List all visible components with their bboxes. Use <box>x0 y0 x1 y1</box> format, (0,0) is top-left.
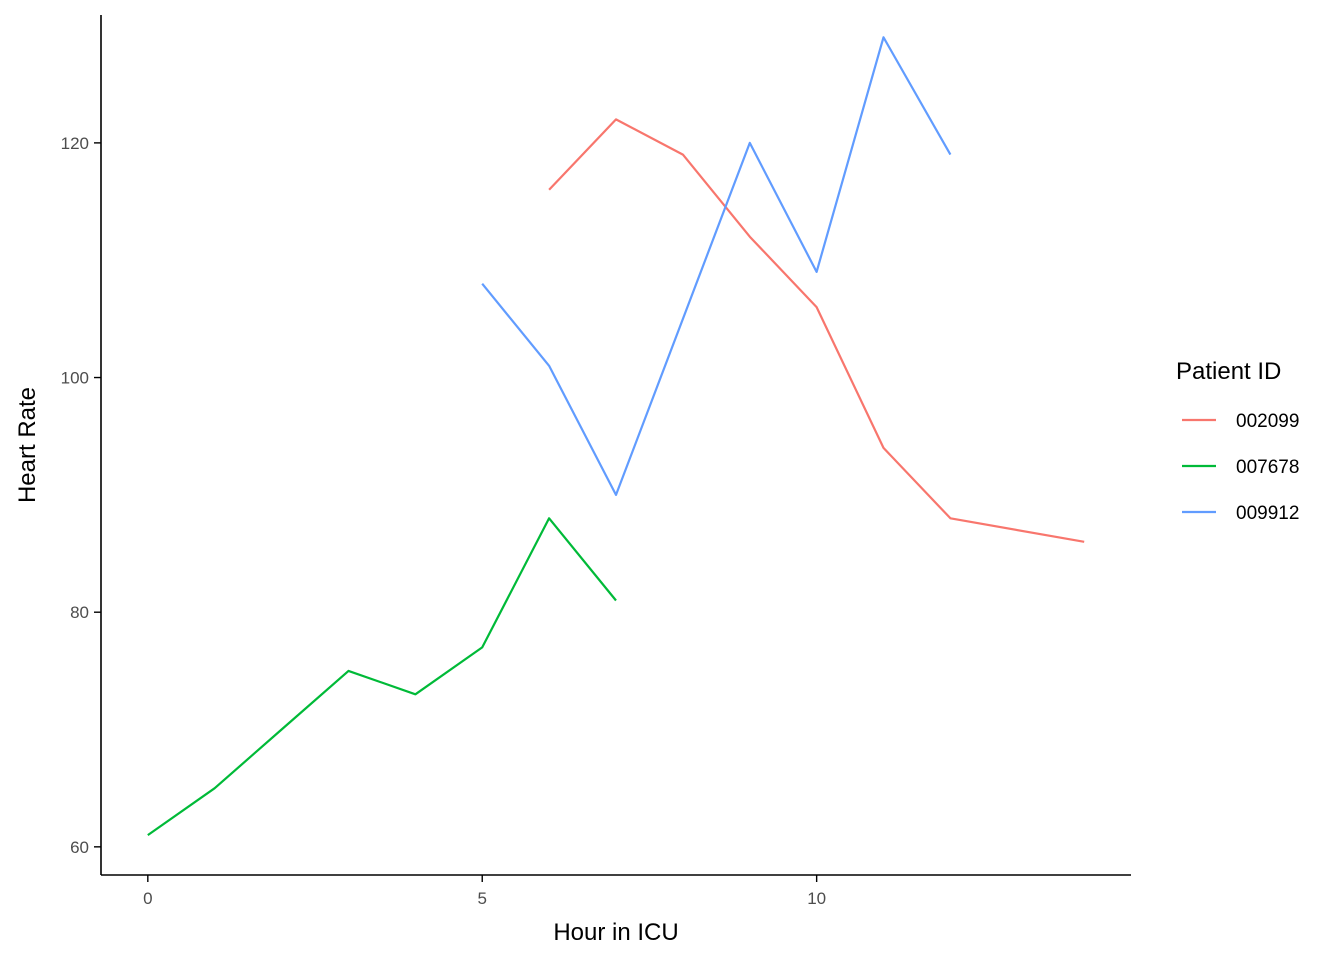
x-tick-label: 0 <box>143 889 152 908</box>
y-ticks: 60 80 100 120 <box>61 134 101 857</box>
legend-title: Patient ID <box>1176 358 1281 385</box>
legend: Patient ID 002099 007678 009912 <box>1176 358 1299 524</box>
y-tick-label: 120 <box>61 134 89 153</box>
x-axis-title: Hour in ICU <box>553 919 678 946</box>
legend-label-009912: 009912 <box>1236 503 1299 524</box>
y-tick-label: 80 <box>70 603 89 622</box>
x-tick-label: 5 <box>477 889 486 908</box>
plot-lines <box>147 36 1085 837</box>
x-ticks: 0 5 10 <box>143 875 826 908</box>
legend-label-007678: 007678 <box>1236 457 1299 478</box>
axes <box>100 15 1131 876</box>
series-line-002099 <box>548 118 1085 543</box>
y-tick-label: 60 <box>70 838 89 857</box>
y-tick-label: 100 <box>61 369 89 388</box>
y-axis-title: Heart Rate <box>14 387 41 503</box>
series-line-007678 <box>147 517 617 837</box>
x-tick-label: 10 <box>807 889 826 908</box>
legend-label-002099: 002099 <box>1236 411 1299 432</box>
series-line-009912 <box>481 36 952 496</box>
